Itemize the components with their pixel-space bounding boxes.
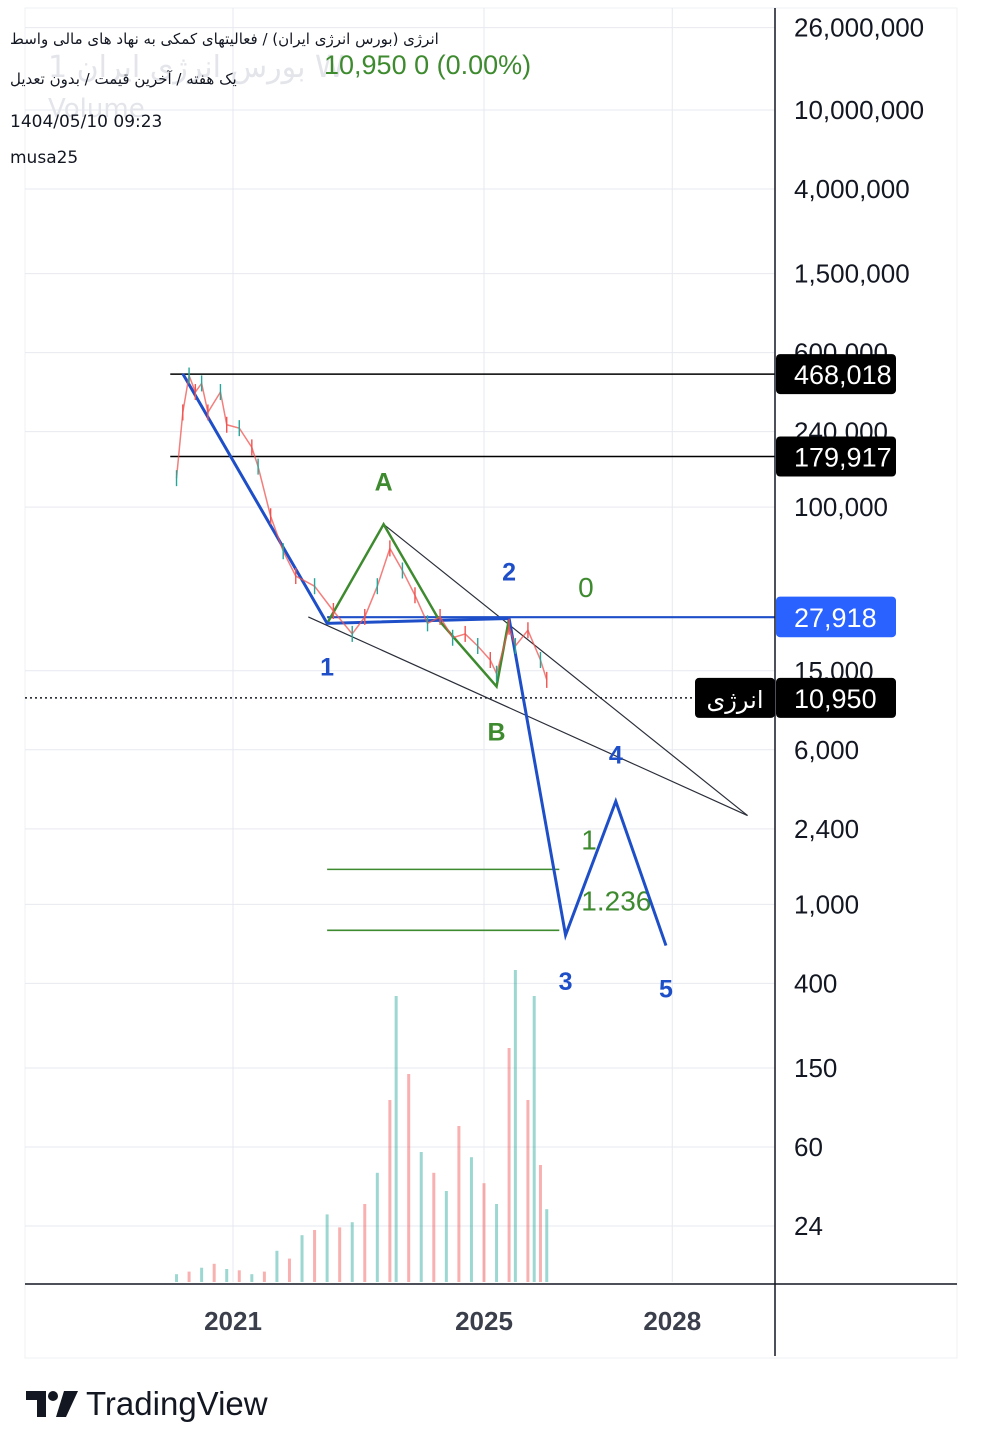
price-badge-label: 10,950 — [794, 684, 877, 714]
volume-bar — [375, 1172, 379, 1282]
price-badge-bg — [776, 436, 896, 477]
volume-bar — [212, 1263, 216, 1282]
wave-label-a: A — [375, 468, 393, 496]
volume-bar — [538, 1165, 542, 1282]
wave-label-5: 5 — [659, 976, 673, 1004]
tradingview-mark-icon — [26, 1391, 78, 1417]
y-tick-label: 1,000 — [794, 889, 859, 919]
tradingview-wordmark: TradingView — [86, 1385, 268, 1422]
volume-bars — [175, 970, 549, 1282]
fib-level-label: 0 — [578, 572, 594, 603]
drawings-layer: 0 1 1.236 A B 1 2 3 4 5 — [25, 372, 775, 1004]
price-badge-label: 468,018 — [794, 360, 892, 390]
y-tick-label: 10,000,000 — [794, 95, 924, 125]
y-tick-label: 400 — [794, 968, 837, 998]
volume-bar — [325, 1214, 329, 1282]
ghost-volume-watermark: Volume — [48, 94, 145, 124]
x-tick-label: 2021 — [204, 1306, 262, 1336]
volume-bar — [507, 1048, 511, 1282]
volume-bar — [338, 1227, 342, 1282]
price-badge-bg — [776, 677, 896, 718]
volume-bar — [457, 1126, 461, 1282]
price-series — [175, 367, 548, 688]
time-axis[interactable]: 2021 2025 2028 — [25, 1283, 957, 1336]
volume-bar — [482, 1183, 486, 1282]
elliott-path — [181, 372, 668, 947]
grid-lines — [25, 8, 775, 1282]
wave-label-1: 1 — [320, 653, 334, 681]
volume-bar — [469, 1157, 473, 1282]
volume-bar — [350, 1222, 354, 1282]
volume-bar — [300, 1235, 304, 1282]
volume-bar — [175, 1274, 179, 1282]
y-tick-label: 150 — [794, 1053, 837, 1083]
volume-bar — [394, 996, 398, 1282]
y-tick-label: 6,000 — [794, 735, 859, 765]
x-tick-label: 2025 — [455, 1306, 513, 1336]
volume-bar — [225, 1269, 229, 1282]
volume-bar — [513, 970, 517, 1282]
y-tick-label: 2,400 — [794, 814, 859, 844]
y-tick-label: 60 — [794, 1132, 823, 1162]
volume-bar — [200, 1267, 204, 1282]
wave-label-2: 2 — [502, 559, 516, 587]
y-tick-label: 1,500,000 — [794, 259, 910, 289]
symbol-badge-bg — [695, 677, 775, 718]
y-tick-label: 26,000,000 — [794, 13, 924, 43]
volume-bar — [187, 1271, 191, 1282]
tradingview-logo[interactable]: TradingView — [26, 1385, 268, 1423]
chart-author: musa25 — [10, 148, 79, 168]
chart-subtitle: یک هفته / آخرین قیمت / بدون تعدیل — [10, 70, 237, 88]
symbol-badge-label: انرژی — [707, 686, 764, 714]
y-tick-label: 100,000 — [794, 492, 888, 522]
price-badge-label: 27,918 — [794, 603, 877, 633]
volume-bar — [526, 1100, 530, 1282]
volume-bar — [388, 1100, 392, 1282]
volume-bar — [495, 1204, 499, 1282]
fib-level-label: 1.236 — [581, 885, 651, 916]
volume-bar — [545, 1209, 549, 1282]
volume-bar — [419, 1152, 423, 1282]
price-badge-label: 179,917 — [794, 443, 892, 473]
chart-datetime: 1404/05/10 09:23 — [10, 112, 163, 132]
volume-bar — [363, 1204, 367, 1282]
ghost-symbol-watermark: بورس انرژی ایران 1 W — [48, 50, 345, 85]
last-quote: 10,950 0 (0.00%) — [324, 50, 532, 80]
price-badge-bg — [776, 354, 896, 395]
x-tick-label: 2028 — [643, 1306, 701, 1336]
volume-bar — [287, 1258, 291, 1282]
fib-level-label: 1 — [581, 824, 597, 855]
volume-bar — [237, 1270, 241, 1282]
volume-bar — [313, 1230, 317, 1282]
volume-bar — [407, 1074, 411, 1282]
y-tick-label: 4,000,000 — [794, 174, 910, 204]
wave-label-3: 3 — [559, 968, 573, 996]
price-line — [175, 372, 548, 681]
volume-bar — [262, 1271, 266, 1282]
volume-bar — [444, 1191, 448, 1282]
volume-bar — [275, 1250, 279, 1282]
volume-bar — [532, 996, 536, 1282]
y-tick-label: 24 — [794, 1211, 823, 1241]
volume-bar — [432, 1172, 436, 1282]
wave-label-4: 4 — [609, 741, 623, 769]
wave-label-b: B — [488, 719, 506, 747]
price-badge-bg — [776, 597, 896, 638]
volume-bar — [250, 1274, 254, 1282]
chart-title: انرژی (بورس انرژی ایران) / فعالیتهای کمک… — [10, 30, 439, 48]
wedge-line — [383, 523, 748, 817]
